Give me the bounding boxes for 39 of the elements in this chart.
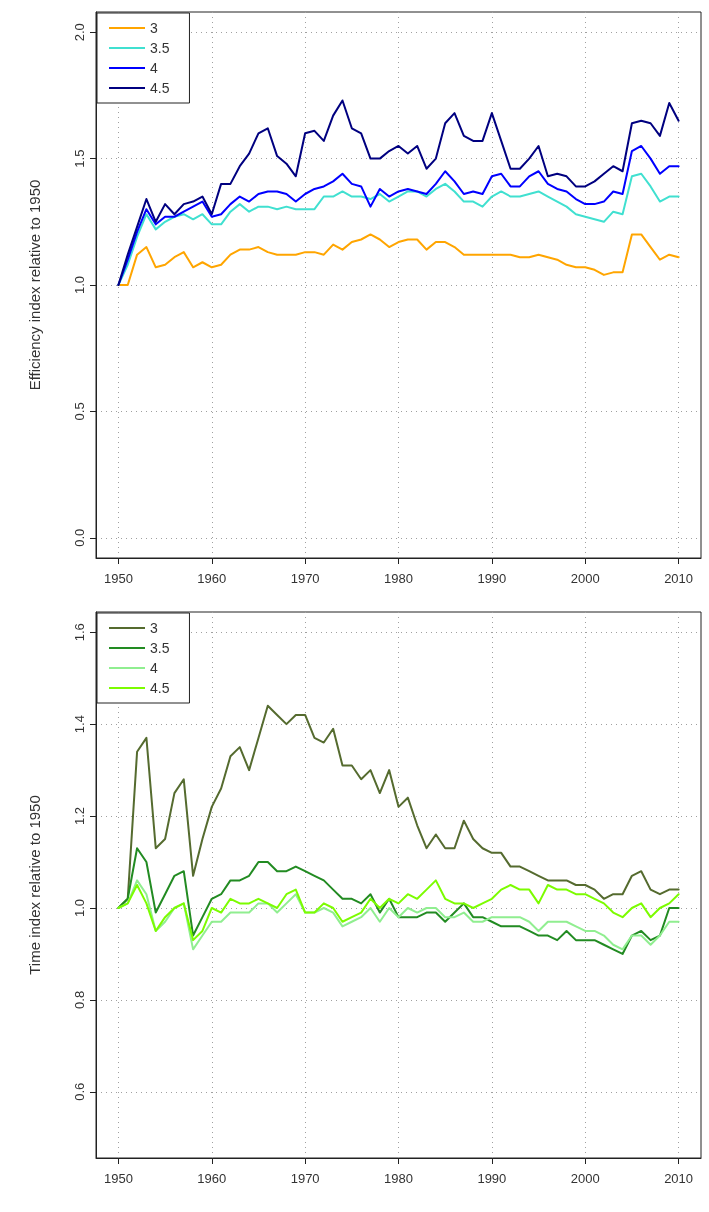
x-tick-label: 1990 <box>477 1171 507 1186</box>
x-tick-label: 2000 <box>570 1171 600 1186</box>
y-tick-label: 0.0 <box>72 528 87 547</box>
legend-label: 3.5 <box>150 40 170 56</box>
y-tick-label: 1.5 <box>72 149 87 168</box>
x-tick-label: 1980 <box>384 1171 413 1186</box>
legend-label: 3.5 <box>150 640 170 656</box>
line-series <box>117 99 680 286</box>
y-tick-label: 1.2 <box>72 807 87 826</box>
legend-label: 4.5 <box>150 80 170 96</box>
legend-label: 4 <box>150 60 158 76</box>
x-tick-label: 1970 <box>290 571 320 586</box>
y-tick-label: 1.6 <box>72 623 87 642</box>
x-tick-label: 1950 <box>103 571 133 586</box>
y-axis-title: Efficiency index relative to 1950 <box>26 179 43 391</box>
y-tick-label: 0.5 <box>72 402 87 421</box>
x-tick-label: 1950 <box>103 1171 133 1186</box>
x-tick-label: 2010 <box>664 571 694 586</box>
x-tick-label: 1960 <box>197 1171 227 1186</box>
y-tick-label: 1.0 <box>72 275 87 295</box>
x-tick-label: 1970 <box>290 1171 320 1186</box>
legend-label: 3 <box>150 620 158 636</box>
legend-label: 3 <box>150 20 158 36</box>
x-tick-label: 1960 <box>197 571 227 586</box>
line-series <box>117 233 680 286</box>
x-tick-label: 2000 <box>570 571 600 586</box>
x-tick-label: 2010 <box>664 1171 694 1186</box>
line-series <box>117 847 680 955</box>
y-tick-label: 1.0 <box>72 898 87 918</box>
legend-label: 4.5 <box>150 680 170 696</box>
y-tick-label: 0.8 <box>72 990 87 1009</box>
legend-label: 4 <box>150 660 158 676</box>
y-tick-label: 2.0 <box>72 23 87 42</box>
y-tick-label: 1.4 <box>72 715 87 734</box>
x-tick-label: 1990 <box>477 571 507 586</box>
y-tick-label: 0.6 <box>72 1082 87 1101</box>
line-series <box>117 172 680 286</box>
y-axis-title: Time index relative to 1950 <box>26 795 43 975</box>
x-tick-label: 1980 <box>384 571 413 586</box>
